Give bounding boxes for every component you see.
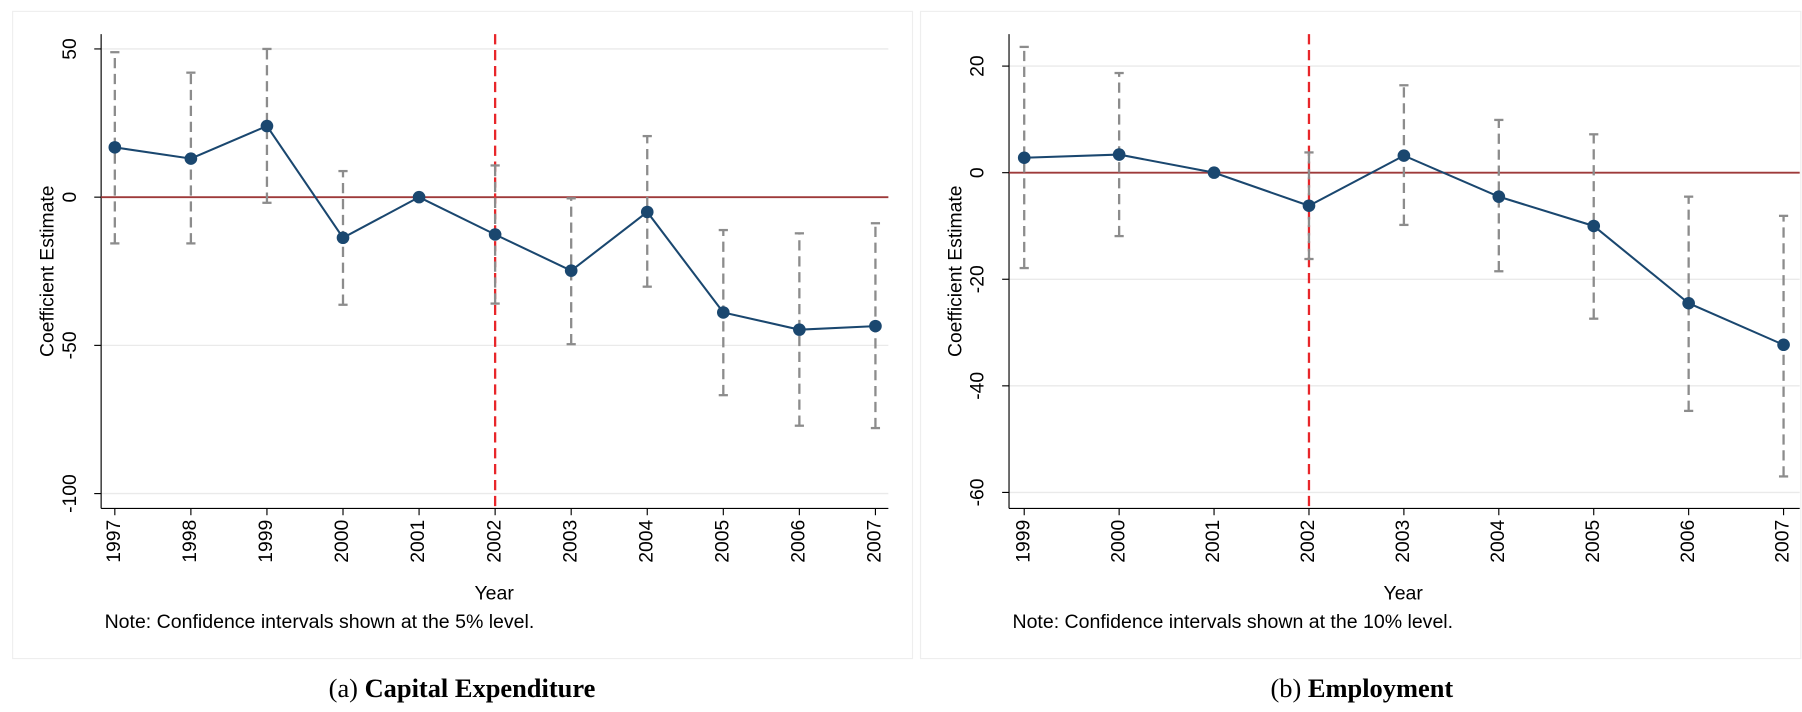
x-axis-label: Year xyxy=(1383,582,1423,604)
confidence-interval xyxy=(1494,118,1504,273)
y-tick-label: -20 xyxy=(967,265,989,293)
confidence-interval xyxy=(1589,133,1599,320)
x-tick-label: 1997 xyxy=(103,520,125,563)
caption: (b) Employment xyxy=(1270,674,1453,703)
x-tick-label: 2001 xyxy=(407,520,429,563)
caption-label: (a) xyxy=(329,674,358,703)
x-tick-label: 2006 xyxy=(1677,520,1699,563)
x-tick-label: 2000 xyxy=(331,520,353,563)
estimate-point xyxy=(793,323,806,336)
estimate-point xyxy=(1112,148,1126,161)
x-tick-label: 1998 xyxy=(179,520,201,563)
x-tick-label: 2005 xyxy=(1582,520,1604,563)
estimate-point xyxy=(1492,190,1506,203)
estimate-point xyxy=(1397,149,1411,162)
note: Note: Confidence intervals shown at the … xyxy=(105,611,535,633)
estimate-point xyxy=(1207,166,1221,179)
note: Note: Confidence intervals shown at the … xyxy=(1012,611,1453,633)
estimate-point xyxy=(1777,338,1790,352)
x-tick-label: 2005 xyxy=(711,520,733,563)
estimate-point xyxy=(336,231,350,245)
x-tick-label: 2003 xyxy=(559,520,581,563)
panel-frame xyxy=(12,10,914,660)
x-tick-label: 2002 xyxy=(483,520,505,563)
y-tick-label: -40 xyxy=(967,372,989,400)
caption-label: (b) xyxy=(1270,674,1301,703)
caption-title: Capital Expenditure xyxy=(365,674,596,703)
x-tick-label: 2001 xyxy=(1202,520,1224,563)
y-tick-label: 0 xyxy=(59,192,81,203)
x-tick-label: 2004 xyxy=(635,520,657,563)
y-tick-label: -50 xyxy=(59,331,81,359)
y-axis-label: Coefficient Estimate xyxy=(944,186,966,357)
x-tick-label: 2004 xyxy=(1487,520,1509,563)
confidence-interval xyxy=(642,134,652,288)
x-axis-label: Year xyxy=(474,582,514,604)
x-tick-label: 2003 xyxy=(1392,520,1414,563)
estimate-point xyxy=(1017,151,1031,165)
estimate-point xyxy=(108,141,122,154)
estimate-point xyxy=(1682,296,1695,310)
y-tick-label: -60 xyxy=(967,478,989,506)
estimate-point xyxy=(184,152,198,165)
estimate-point xyxy=(564,264,578,277)
y-axis-label: Coefficient Estimate xyxy=(36,186,58,357)
y-tick-label: 20 xyxy=(967,55,989,77)
estimate-point xyxy=(640,205,654,219)
y-tick-label: -100 xyxy=(59,474,81,513)
estimate-point xyxy=(1302,199,1316,212)
estimate-point xyxy=(869,319,882,333)
confidence-interval xyxy=(262,47,272,204)
x-tick-label: 1999 xyxy=(255,520,277,563)
y-tick-label: 50 xyxy=(59,38,81,60)
x-tick-label: 2007 xyxy=(863,520,885,563)
x-tick-label: 1999 xyxy=(1012,520,1034,563)
panel-frame xyxy=(919,10,1802,660)
confidence-interval xyxy=(1019,45,1029,270)
confidence-interval xyxy=(1684,195,1694,413)
estimate-point xyxy=(488,228,502,241)
x-tick-label: 2002 xyxy=(1297,520,1319,563)
x-tick-label: 2006 xyxy=(787,520,809,563)
estimate-point xyxy=(716,306,730,319)
estimate-point xyxy=(1587,219,1601,233)
caption: (a) Capital Expenditure xyxy=(329,674,596,703)
estimate-point xyxy=(260,119,274,133)
caption-title: Employment xyxy=(1308,674,1454,703)
estimate-point xyxy=(412,190,426,204)
y-tick-label: 0 xyxy=(967,167,989,178)
x-tick-label: 2007 xyxy=(1772,520,1794,563)
x-tick-label: 2000 xyxy=(1107,520,1129,563)
